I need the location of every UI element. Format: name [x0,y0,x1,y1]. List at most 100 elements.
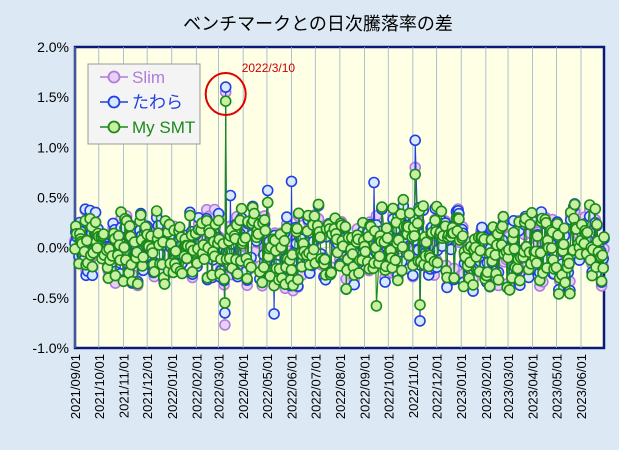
data-point [373,250,386,263]
x-tick-label: 2022/02/01 [189,354,204,419]
data-point [563,257,575,270]
y-tick-label: 1.5% [37,89,69,105]
x-tick-label: 2022/11/01 [406,354,421,418]
data-point [148,265,161,278]
data-point [409,134,422,147]
data-point [431,256,444,269]
x-tick-label: 2021/11/01 [116,354,131,418]
legend-marker [107,95,121,109]
y-tick-label: 0.5% [37,190,69,206]
x-tick-label: 2023/04/01 [526,354,541,419]
data-point [403,249,415,262]
data-point [557,238,570,251]
data-point [258,214,271,226]
x-tick-label: 2023/01/01 [454,354,469,419]
x-tick-label: 2021/09/01 [68,354,83,419]
x-tick-label: 2022/04/01 [236,354,251,419]
data-point [176,267,188,280]
legend-label: Slim [132,68,165,87]
data-point [278,235,291,247]
data-point [312,198,325,211]
data-point [456,230,469,242]
data-point [596,249,609,262]
data-point [259,224,272,237]
x-tick-label: 2022/06/01 [285,354,300,419]
data-point [261,196,274,209]
data-point [285,175,298,188]
data-point [158,278,171,290]
series-2 [69,95,610,312]
x-tick-label: 2023/06/01 [574,354,589,419]
data-point [150,205,163,217]
x-tick-label: 2022/08/01 [333,354,348,419]
data-point [81,234,93,247]
data-point [325,266,338,279]
data-point [368,176,380,189]
data-point [589,203,602,215]
y-tick-label: 1.0% [37,139,69,155]
data-point [496,220,509,232]
x-tick-label: 2023/05/01 [549,354,564,419]
data-point [408,230,421,242]
annotation-circle [204,72,247,116]
x-tick-label: 2022/09/01 [357,354,372,419]
data-point [231,268,244,280]
data-point [346,248,359,260]
data-point [292,207,305,220]
data-point [552,288,565,300]
data-point [595,275,608,288]
data-point [219,81,232,93]
data-point [453,213,465,225]
data-point [137,251,149,263]
data-point [219,307,231,319]
data-point [395,264,408,277]
legend-marker [107,70,121,84]
data-point [581,226,594,239]
data-point [417,200,430,212]
data-point [598,231,610,243]
data-point [280,211,293,223]
data-point [476,221,488,234]
legend-label: My SMT [132,118,195,137]
legend-label: たわら [132,93,183,112]
y-tick-label: -0.5% [32,290,69,306]
data-point [224,189,237,202]
x-tick-label: 2022/05/01 [260,354,275,419]
data-point [409,168,422,181]
data-point [219,297,231,309]
data-point [597,262,610,275]
data-point [474,244,487,257]
data-point [291,222,303,235]
data-point [414,315,426,327]
data-point [169,245,182,257]
x-tick-label: 2022/01/01 [165,354,180,419]
y-tick-label: 0.0% [37,240,69,256]
data-point [314,231,326,243]
x-tick-label: 2022/07/01 [308,354,323,419]
data-point [448,272,460,284]
data-point [411,217,424,230]
data-point [467,279,479,291]
data-point [245,261,257,274]
data-point [219,95,232,107]
data-point [530,257,543,269]
data-point [387,202,399,215]
data-point [511,262,524,275]
data-point [268,308,280,320]
x-tick-label: 2021/12/01 [140,354,155,419]
data-point [318,253,331,266]
data-point [381,232,394,244]
data-point [558,222,571,235]
data-point [109,269,122,282]
data-point [483,280,496,293]
x-tick-label: 2022/12/01 [430,354,445,419]
data-point [248,207,260,220]
data-point [414,299,426,311]
data-point [86,260,99,273]
data-point [241,272,253,285]
x-tick-label: 2021/10/01 [92,354,107,419]
data-point [359,245,372,258]
data-point [123,220,136,232]
